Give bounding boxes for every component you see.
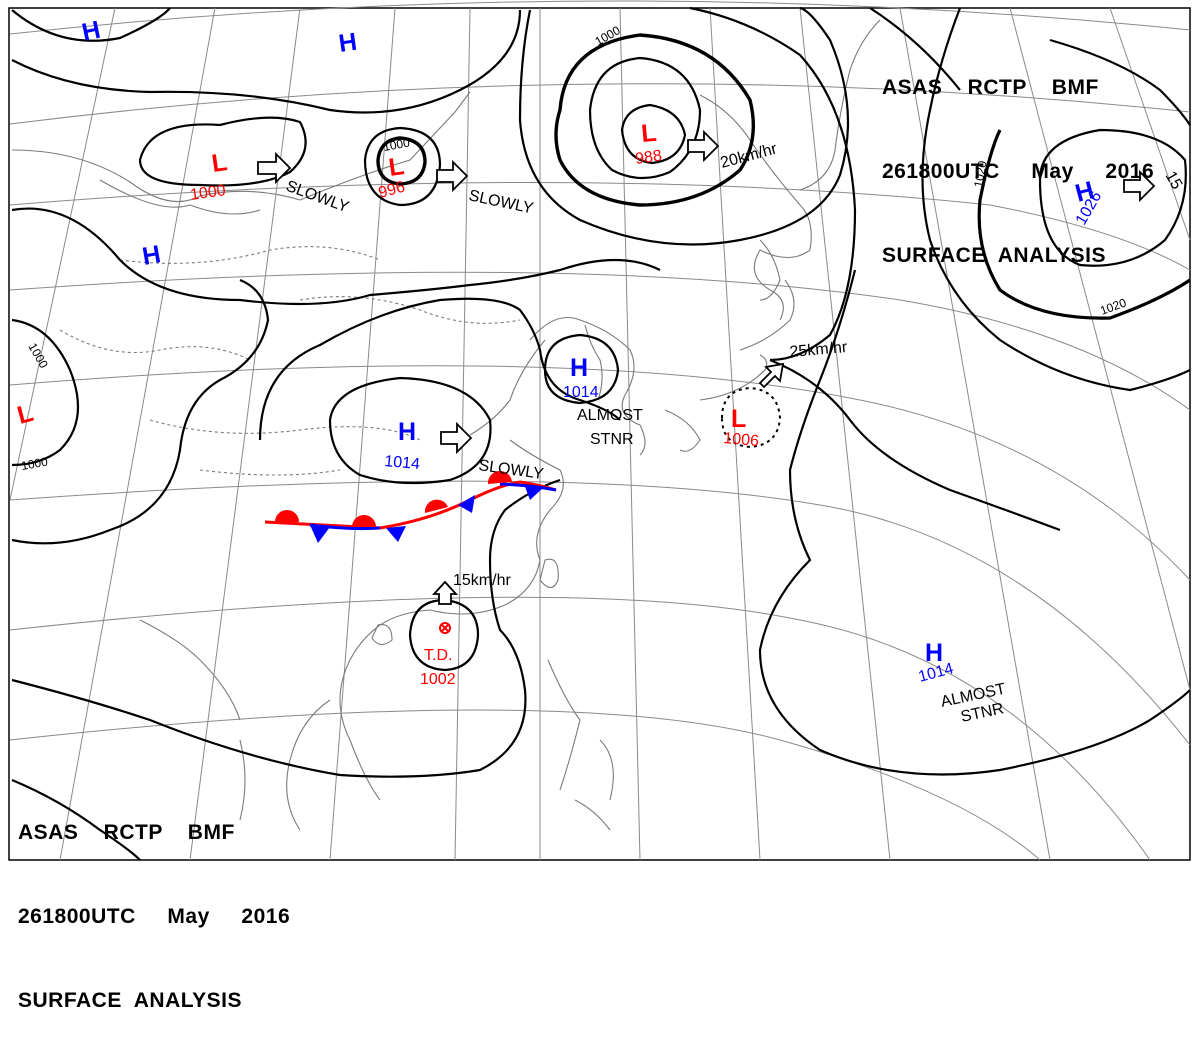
header-bottom-left: ASAS RCTP BMF 261800UTC May 2016 SURFACE… (18, 763, 290, 1043)
header-station-line: ASAS RCTP BMF (18, 821, 235, 844)
coastlines (11, 19, 881, 831)
header-time-line: 261800UTC May 2016 (882, 160, 1155, 183)
motion-label: STNR (590, 431, 634, 448)
arrow-l1006 (758, 362, 785, 389)
pressure-value: 1014 (563, 384, 599, 401)
arrow-l996 (436, 159, 469, 193)
motion-label: ALMOST (577, 407, 643, 424)
low-symbol: L (731, 405, 746, 433)
low-symbol: L (640, 119, 658, 148)
motion-label: 15 (1162, 169, 1186, 193)
iso-label-1020-a: 1020 (971, 159, 989, 188)
low-symbol: L (210, 148, 229, 178)
header-product-line: SURFACE ANALYSIS (882, 244, 1106, 267)
stationary-front (264, 470, 557, 543)
motion-arrows (257, 129, 1156, 605)
iso-label-1000-l996: 1000 (382, 135, 411, 153)
motion-label: 15km/hr (453, 572, 511, 589)
weather-map: 1000 1000 1000 1000 1020 1020 H H H (8, 0, 1191, 861)
pressure-value: 996 (377, 179, 407, 202)
iso-label-1000-west2: 1000 (20, 454, 49, 472)
low-symbol: L (14, 399, 36, 430)
header-top-right: ASAS RCTP BMF 261800UTC May 2016 SURFACE… (882, 18, 1154, 298)
isobars (11, 6, 1191, 861)
header-time-line: 261800UTC May 2016 (18, 905, 291, 928)
td-label: T.D. (424, 647, 452, 664)
system-letters: H H H L L L H L H H L H (14, 16, 1097, 667)
arrow-td (431, 580, 459, 605)
high-symbol: H (925, 639, 943, 667)
pressure-value: 1000 (189, 182, 227, 204)
tropical-depression-symbol (439, 622, 451, 634)
arrow-h1014 (440, 421, 473, 455)
arrow-l1000 (257, 151, 292, 185)
arrow-l988 (687, 129, 720, 163)
high-symbol: H (140, 240, 163, 271)
low-symbol: L (387, 152, 406, 182)
pressure-value: 1006 (723, 430, 760, 450)
header-product-line: SURFACE ANALYSIS (18, 989, 242, 1012)
pressure-value: 988 (634, 147, 663, 168)
l1006-dotted-isobar (720, 386, 782, 449)
header-station-line: ASAS RCTP BMF (882, 76, 1099, 99)
high-symbol: H (398, 418, 416, 446)
pressure-value: 1002 (420, 671, 456, 688)
high-symbol: H (570, 354, 588, 382)
motion-label: 25km/hr (789, 339, 849, 361)
high-symbol: H (79, 16, 102, 47)
graticule (9, 0, 1191, 861)
arrow-h1026 (1123, 169, 1156, 203)
high-symbol: H (337, 28, 359, 58)
pressure-value: 1014 (384, 453, 421, 473)
